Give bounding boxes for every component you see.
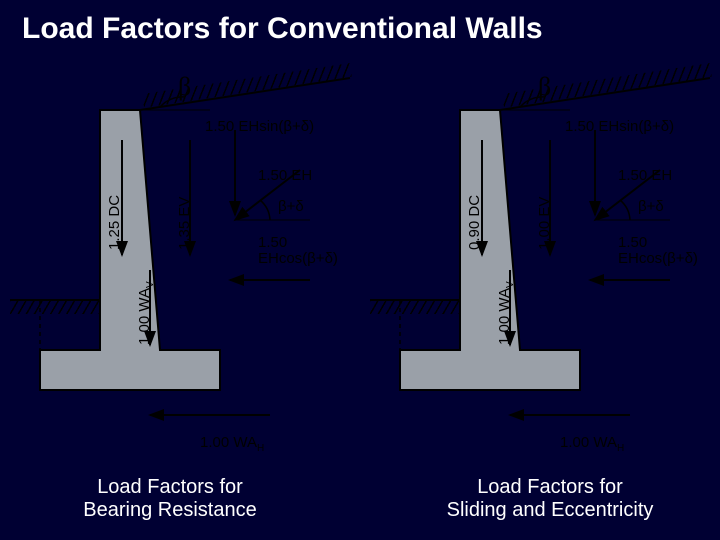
beta-label: β (178, 72, 191, 102)
ehsin-label: 1.50 EHsin(β+δ) (205, 118, 314, 135)
ev-label: 1.35 EV (176, 197, 193, 250)
eh-label: 1.50 EH (618, 167, 672, 184)
wah-label: 1.00 WAH (200, 434, 264, 454)
caption-right: Load Factors for Sliding and Eccentricit… (390, 476, 710, 522)
dc-label: 0.90 DC (466, 195, 483, 250)
beta-delta-label: β+δ (278, 198, 304, 215)
ehcos-label: 1.50 EHcos(β+δ) (618, 235, 698, 267)
ehcos-label: 1.50 EHcos(β+δ) (258, 235, 338, 267)
panel-sliding: β 0.90 DC 1.00 EV 1.00 WAV 1.50 EHsin(β+… (370, 70, 720, 460)
wav-label: 1.00 WAV (496, 281, 516, 345)
hatch-front-ground (10, 300, 100, 314)
panel-bearing: β 1.25 DC 1.35 EV 1.00 WAV 1.50 EHsin(β+… (10, 70, 360, 460)
wav-label: 1.00 WAV (136, 281, 156, 345)
caption-left: Load Factors for Bearing Resistance (10, 476, 330, 522)
dc-label: 1.25 DC (106, 195, 123, 250)
beta-delta-label: β+δ (638, 198, 664, 215)
ev-label: 1.00 EV (536, 197, 553, 250)
ehsin-label: 1.50 EHsin(β+δ) (565, 118, 674, 135)
eh-label: 1.50 EH (258, 167, 312, 184)
hatch-front-ground (370, 300, 460, 314)
page-title: Load Factors for Conventional Walls (0, 0, 720, 46)
wah-label: 1.00 WAH (560, 434, 624, 454)
beta-label: β (538, 72, 551, 102)
